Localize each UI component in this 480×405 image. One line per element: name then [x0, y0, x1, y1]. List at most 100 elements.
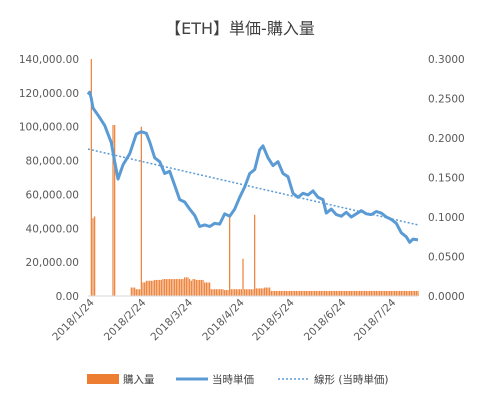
bar: [190, 280, 192, 296]
x-tick-label: 2018/7/24: [352, 296, 399, 343]
bar: [395, 290, 397, 296]
bar: [404, 290, 406, 296]
bar: [270, 290, 272, 296]
x-tick-label: 2018/5/24: [250, 296, 297, 343]
bar: [367, 290, 369, 296]
y-right-tick-label: 0.1500: [428, 173, 465, 185]
bar: [180, 279, 182, 296]
bar: [384, 290, 386, 296]
bar: [347, 290, 349, 296]
bar: [324, 290, 326, 296]
bar: [249, 289, 251, 296]
y-left-axis: 0.00 20,000.00 40,000.00 60,000.00 80,000.00…: [19, 54, 79, 303]
bar: [410, 290, 412, 296]
bar: [332, 290, 334, 296]
bar: [94, 216, 96, 296]
bar: [314, 290, 316, 296]
bar: [369, 290, 371, 296]
bar: [320, 290, 322, 296]
bar: [209, 282, 211, 296]
bar: [224, 290, 226, 296]
bar: [200, 279, 202, 296]
bar: [334, 290, 336, 296]
bar: [365, 290, 367, 296]
bar: [274, 290, 276, 296]
bar: [394, 290, 396, 296]
bar: [387, 290, 389, 296]
bar: [389, 290, 391, 296]
chart-title: 【ETH】単価-購入量: [165, 19, 315, 38]
bar: [160, 279, 162, 296]
legend-swatch-bar: [87, 374, 119, 384]
bar: [240, 289, 242, 296]
bar: [197, 279, 199, 296]
bar: [364, 290, 366, 296]
bar: [390, 290, 392, 296]
bar: [412, 290, 414, 296]
bar: [310, 290, 312, 296]
bar: [360, 290, 362, 296]
bar: [377, 290, 379, 296]
bar: [299, 290, 301, 296]
bar: [415, 290, 417, 296]
bar: [325, 290, 327, 296]
bar: [265, 287, 267, 296]
bar: [277, 290, 279, 296]
bar: [399, 290, 401, 296]
y-left-tick-label: 80,000.00: [26, 156, 79, 168]
bar: [340, 290, 342, 296]
bar: [339, 290, 341, 296]
bar: [142, 282, 144, 296]
bar: [279, 290, 281, 296]
bar: [184, 277, 186, 296]
bar: [302, 290, 304, 296]
bar: [135, 289, 137, 296]
bar: [154, 279, 156, 296]
bar: [294, 290, 296, 296]
bar: [212, 289, 214, 296]
y-right-tick-label: 0.1000: [428, 212, 465, 224]
bar: [239, 289, 241, 296]
y-left-tick-label: 20,000.00: [26, 257, 79, 269]
legend-label-line: 当時単価: [212, 373, 254, 386]
bar: [327, 290, 329, 296]
bar: [235, 289, 237, 296]
legend-label-trendline: 線形 (当時単価): [314, 373, 389, 386]
legend: 購入量 当時単価 線形 (当時単価): [87, 373, 389, 386]
bar: [372, 290, 374, 296]
bar: [295, 290, 297, 296]
bar: [254, 214, 256, 296]
bar: [352, 290, 354, 296]
bar: [262, 288, 264, 296]
bar: [370, 290, 372, 296]
bar: [230, 289, 232, 296]
y-left-tick-label: 120,000.00: [19, 88, 79, 100]
bar: [385, 290, 387, 296]
bar: [112, 125, 114, 297]
bar: [297, 290, 299, 296]
bar: [312, 290, 314, 296]
bar: [157, 279, 159, 296]
bar: [130, 287, 132, 296]
bar: [414, 290, 416, 296]
y-right-tick-label: 0.3000: [428, 54, 465, 66]
bar: [304, 290, 306, 296]
x-axis: 2018/1/24 2018/2/24 2018/3/24 2018/4/24 2018…: [50, 296, 398, 343]
bar: [210, 289, 212, 296]
bar: [350, 290, 352, 296]
bar: [355, 290, 357, 296]
bar: [175, 279, 177, 296]
bar: [229, 214, 231, 296]
bar: [204, 282, 206, 296]
bar: [380, 290, 382, 296]
y-right-axis: 0.0000 0.0500 0.1000 0.1500 0.2000 0.2500 0.30…: [428, 54, 465, 303]
bar: [147, 280, 149, 296]
bar: [215, 289, 217, 296]
bar: [330, 290, 332, 296]
price-line: [86, 90, 419, 244]
bar: [174, 279, 176, 296]
bar: [329, 290, 331, 296]
bar: [244, 289, 246, 296]
bar: [177, 279, 179, 296]
